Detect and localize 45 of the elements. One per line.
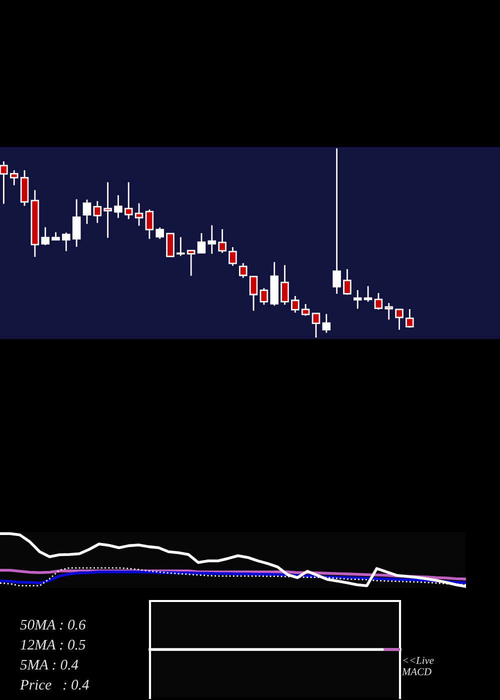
candlestick [364, 285, 372, 302]
candlestick [395, 308, 404, 330]
candlestick [332, 148, 341, 294]
text: 5MA : 0.4 [20, 660, 78, 670]
candlestick [291, 295, 300, 314]
candlestick [406, 308, 414, 328]
candlestick [354, 289, 362, 310]
candlestick [270, 261, 278, 306]
candlestick [260, 287, 268, 306]
candlestick [104, 182, 112, 239]
candlestick [166, 232, 174, 258]
text: 50MA : 0.6 [20, 620, 86, 630]
candlestick [208, 224, 216, 254]
candlestick [0, 160, 8, 204]
candlestick [301, 303, 310, 316]
candlestick [239, 262, 248, 279]
text: 12MA : 0.5 [20, 640, 86, 650]
candlestick [197, 232, 206, 254]
text: Price : 0.4 [20, 680, 89, 690]
candlestick [10, 170, 18, 186]
candlestick [156, 226, 164, 240]
text: <<Live MACD [402, 656, 434, 676]
candlestick [384, 302, 393, 320]
candlestick [20, 170, 29, 207]
candlestick [72, 198, 81, 248]
candlestick [343, 268, 352, 296]
candlestick [312, 312, 320, 338]
candlestick [322, 313, 331, 334]
candlestick [249, 275, 258, 312]
candlestick [124, 182, 133, 220]
candlestick [145, 208, 154, 240]
candlestick [228, 246, 237, 266]
candlestick [280, 264, 289, 306]
candlestick [186, 250, 196, 276]
candlestick [114, 194, 122, 219]
candlestick [52, 232, 60, 240]
candlestick [62, 232, 70, 252]
candlestick [93, 200, 102, 224]
candlestick [41, 226, 50, 246]
candlestick [82, 198, 92, 225]
candlestick [30, 189, 40, 258]
candlestick [134, 202, 144, 226]
candlestick [176, 236, 185, 257]
candlestick [218, 228, 226, 254]
candlestick [374, 292, 383, 310]
